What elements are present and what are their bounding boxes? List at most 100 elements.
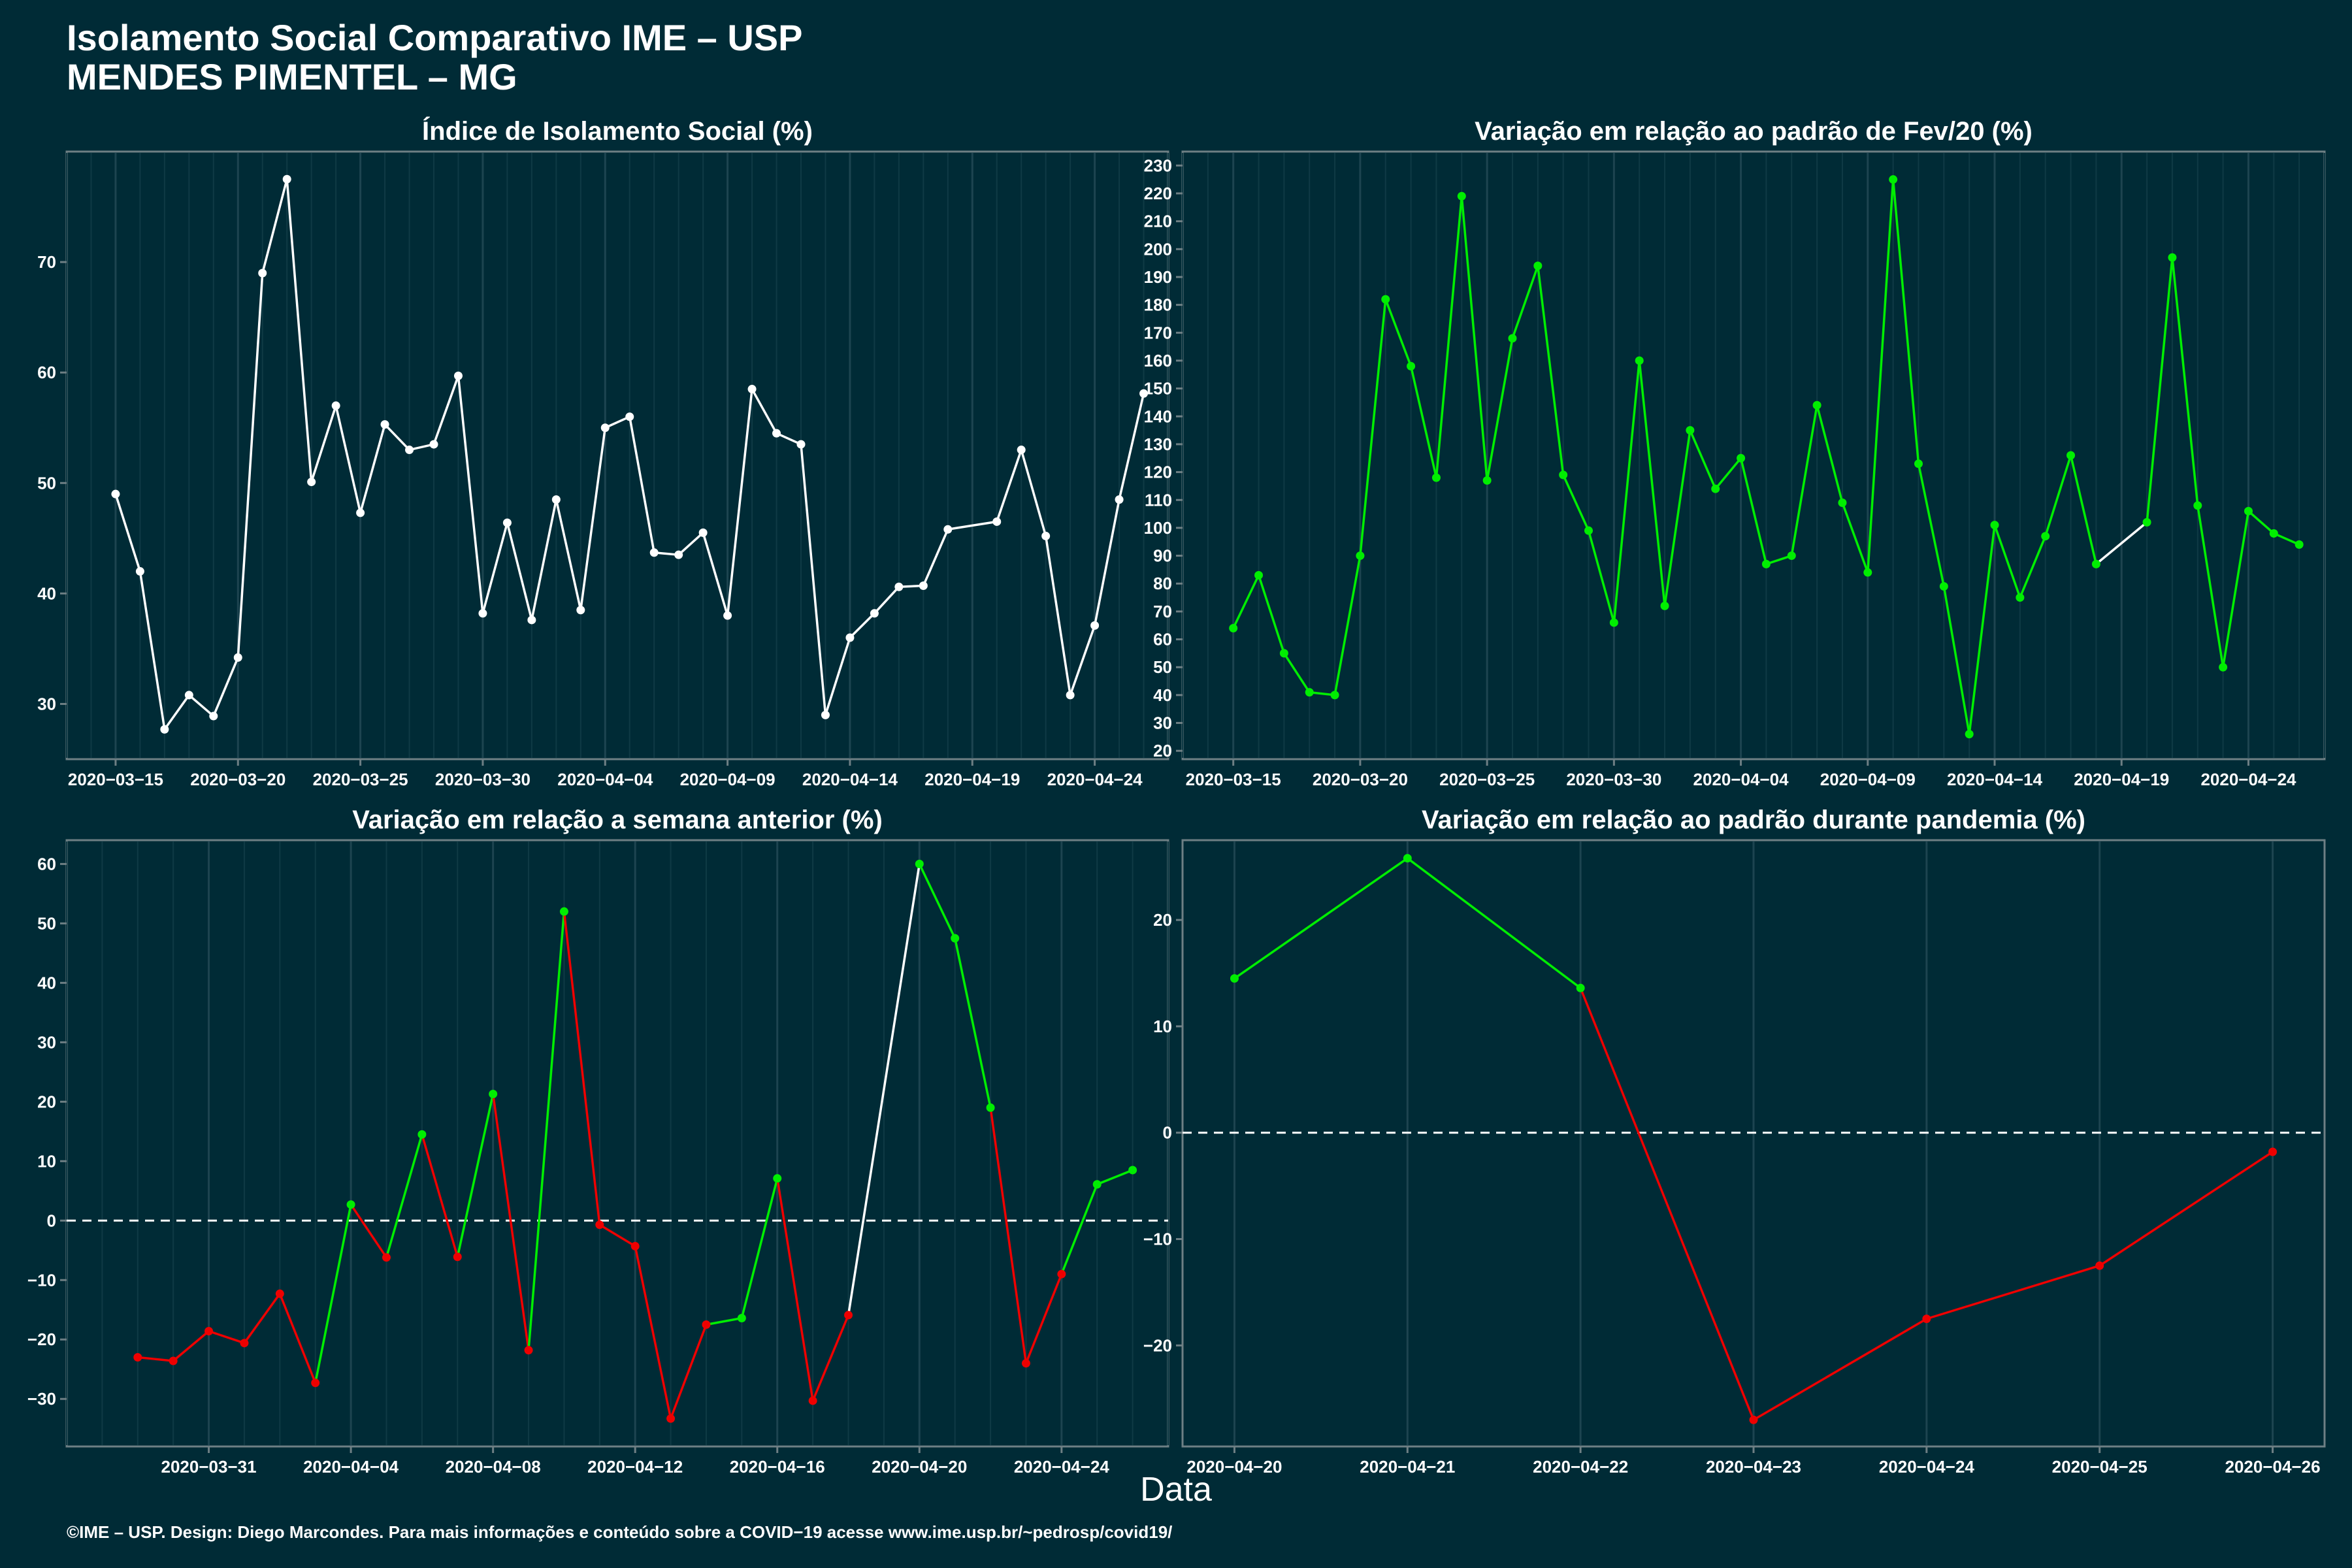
y-tick-label: 0 [47, 1211, 56, 1230]
x-tick-label: 2020−04−19 [2074, 770, 2169, 789]
x-tick-label: 2020−04−04 [557, 770, 653, 789]
data-point [2295, 540, 2304, 549]
series-segment [1435, 196, 1463, 478]
series-segment [310, 405, 337, 483]
data-point [1229, 623, 1238, 632]
plot-frame [65, 839, 1169, 1448]
y-tick-label: 70 [37, 252, 56, 272]
y-tick-label: 20 [1153, 910, 1172, 930]
chart-panel-3: Variação em relação a semana anterior (%… [27, 806, 1169, 1477]
series-segment [172, 1330, 210, 1362]
series-segment [1060, 1184, 1098, 1275]
series-segment [874, 586, 900, 614]
series-segment [314, 1204, 352, 1383]
data-point [1990, 521, 1999, 530]
data-point [275, 1289, 284, 1298]
series-segment [137, 1356, 174, 1362]
series-segment [1537, 265, 1565, 476]
series-segment [1612, 360, 1641, 623]
data-point [1838, 498, 1847, 508]
series-segment [139, 571, 166, 730]
series-segment [278, 1293, 317, 1384]
x-tick-label: 2020−04−04 [1693, 770, 1789, 789]
series-segment [1790, 404, 1818, 556]
data-point [1761, 559, 1771, 568]
data-point [240, 1339, 249, 1348]
series-segment [726, 389, 753, 616]
data-point [1508, 334, 1517, 343]
y-tick-label: 190 [1144, 267, 1172, 287]
data-point [1066, 691, 1075, 700]
y-tick-label: 140 [1144, 406, 1172, 426]
series-segment [433, 375, 460, 445]
series-segment [1511, 265, 1539, 339]
series-segment [1926, 1264, 2100, 1320]
y-tick-label: 200 [1144, 239, 1172, 259]
data-point [331, 401, 340, 410]
y-tick-label: 40 [37, 973, 56, 992]
series-segment [359, 424, 386, 514]
data-point [160, 725, 169, 734]
series-segment [563, 911, 601, 1225]
series-segment [1753, 1318, 1927, 1421]
y-tick-label: 10 [37, 1151, 56, 1171]
series-segment [1282, 652, 1311, 693]
y-tick-label: 60 [1153, 630, 1172, 649]
data-point [1230, 974, 1239, 983]
series-segment [847, 864, 921, 1316]
data-point [666, 1414, 676, 1423]
x-tick-label: 2020−03−25 [1439, 770, 1535, 789]
data-point [559, 907, 568, 916]
series-segment [1096, 1169, 1134, 1186]
x-tick-label: 2020−04−12 [587, 1457, 683, 1477]
series-segment [1891, 179, 1920, 464]
location-subtitle: MENDES PIMENTEL – MG [67, 56, 517, 97]
data-point [2091, 559, 2100, 568]
series-segment [1663, 430, 1691, 606]
series-segment [776, 1178, 814, 1401]
data-point [796, 440, 806, 449]
data-point [1609, 618, 1618, 627]
series-segment [531, 499, 558, 621]
chart-panel-4: Variação em relação ao padrão durante pa… [1143, 806, 2326, 1477]
series-segment [1714, 457, 1742, 490]
series-segment [350, 1203, 387, 1258]
series-segment [678, 532, 704, 556]
data-point [405, 446, 414, 455]
series-segment [751, 388, 778, 434]
y-tick-label: 10 [1153, 1017, 1172, 1036]
plot-frame [65, 150, 1169, 760]
data-point [870, 609, 879, 618]
series-segment [1257, 574, 1286, 654]
data-point [429, 440, 438, 449]
chart-panel-1: Índice de Isolamento Social (%) 30 40 50 60 7… [37, 116, 1169, 789]
chart-panel-2: Variação em relação ao padrão de Fev/20 … [1144, 117, 2326, 789]
series-segment [2069, 455, 2098, 564]
series-segment [2197, 505, 2225, 668]
data-point [773, 1174, 782, 1183]
series-segment [1739, 457, 1768, 564]
data-point [1115, 495, 1124, 504]
series-segment [2247, 510, 2275, 534]
data-point [1092, 1180, 1102, 1189]
chart-title: Variação em relação a semana anterior (%… [352, 806, 883, 834]
series-segment [482, 522, 509, 614]
x-tick-label: 2020−03−15 [1186, 770, 1281, 789]
data-point [772, 429, 781, 438]
data-point [915, 859, 924, 868]
series-segment [598, 1224, 636, 1247]
series-segment [811, 1315, 850, 1401]
data-point [184, 691, 193, 700]
y-tick-label: 80 [1153, 574, 1172, 593]
data-point [1017, 446, 1026, 455]
series-segment [1460, 196, 1488, 481]
data-point [1041, 531, 1051, 540]
data-point [346, 1200, 355, 1209]
series-segment [2019, 536, 2047, 598]
y-tick-label: 0 [1163, 1123, 1172, 1143]
data-point [625, 412, 634, 421]
y-tick-label: 100 [1144, 518, 1172, 538]
data-point [2268, 1147, 2278, 1156]
series-segment [2273, 532, 2300, 546]
